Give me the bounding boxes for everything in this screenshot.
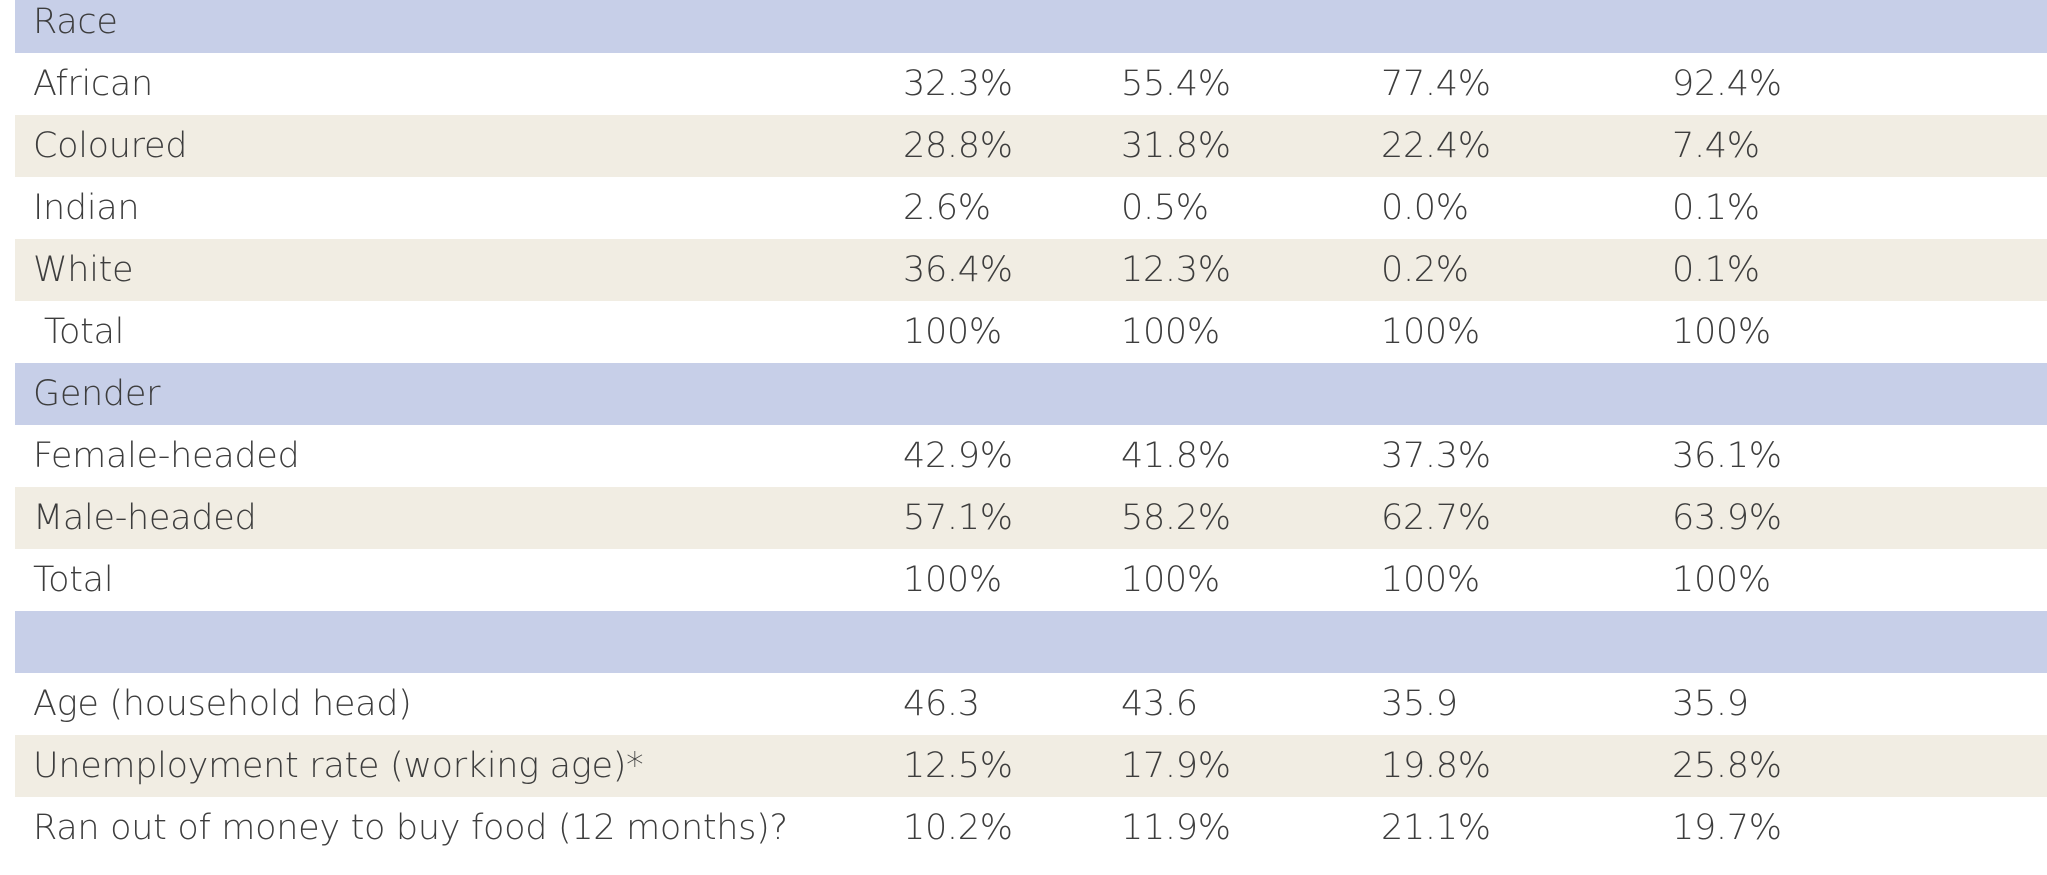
cell-col-4: 0.1%: [1672, 250, 1760, 290]
cell-col-2: 100%: [1121, 312, 1220, 352]
table-row-white: White 36.4% 12.3% 0.2% 0.1%: [15, 239, 2047, 301]
table-row-age: Age (household head) 46.3 43.6 35.9 35.9: [15, 673, 2047, 735]
cell-col-4: 92.4%: [1672, 64, 1782, 104]
cell-col-3: 100%: [1381, 312, 1480, 352]
cell-col-2: 43.6: [1121, 684, 1198, 724]
cell-col-3: 35.9: [1381, 684, 1458, 724]
row-label: Ran out of money to buy food (12 months)…: [33, 808, 788, 848]
table-row-indian: Indian 2.6% 0.5% 0.0% 0.1%: [15, 177, 2047, 239]
cell-col-3: 100%: [1381, 560, 1480, 600]
cell-col-1: 57.1%: [903, 498, 1013, 538]
cell-col-4: 100%: [1672, 312, 1771, 352]
cell-col-4: 25.8%: [1672, 746, 1782, 786]
row-label: Indian: [33, 188, 140, 228]
cell-col-2: 58.2%: [1121, 498, 1231, 538]
cell-col-4: 0.1%: [1672, 188, 1760, 228]
row-label: Female-headed: [33, 436, 300, 476]
row-label: Age (household head): [33, 684, 412, 724]
cell-col-2: 17.9%: [1121, 746, 1231, 786]
table-row-male-headed: Male-headed 57.1% 58.2% 62.7% 63.9%: [15, 487, 2047, 549]
cell-col-3: 21.1%: [1381, 808, 1491, 848]
cell-col-1: 2.6%: [903, 188, 991, 228]
cell-col-3: 22.4%: [1381, 126, 1491, 166]
cell-col-4: 36.1%: [1672, 436, 1782, 476]
cell-col-4: 100%: [1672, 560, 1771, 600]
row-label: Race: [33, 2, 118, 42]
cell-col-1: 32.3%: [903, 64, 1013, 104]
cell-col-4: 19.7%: [1672, 808, 1782, 848]
data-table: Race African 32.3% 55.4% 77.4% 92.4% Col…: [15, 0, 2047, 859]
cell-col-1: 12.5%: [903, 746, 1013, 786]
cell-col-1: 28.8%: [903, 126, 1013, 166]
cell-col-2: 41.8%: [1121, 436, 1231, 476]
section-header-gender: Gender: [15, 363, 2047, 425]
cell-col-2: 31.8%: [1121, 126, 1231, 166]
section-header-race: Race: [15, 0, 2047, 53]
cell-col-2: 11.9%: [1121, 808, 1231, 848]
table-row-gender-total: Total 100% 100% 100% 100%: [15, 549, 2047, 611]
cell-col-1: 100%: [903, 560, 1002, 600]
row-label: Unemployment rate (working age)*: [33, 746, 644, 786]
row-label: White: [33, 250, 134, 290]
cell-col-1: 42.9%: [903, 436, 1013, 476]
table-row-ran-out-of-money: Ran out of money to buy food (12 months)…: [15, 797, 2047, 859]
row-label: Male-headed: [33, 498, 257, 538]
cell-col-1: 10.2%: [903, 808, 1013, 848]
row-label: Total: [33, 312, 125, 352]
cell-col-4: 63.9%: [1672, 498, 1782, 538]
section-header-blank: [15, 611, 2047, 673]
cell-col-2: 55.4%: [1121, 64, 1231, 104]
row-label: African: [33, 64, 153, 104]
cell-col-2: 100%: [1121, 560, 1220, 600]
table-row-african: African 32.3% 55.4% 77.4% 92.4%: [15, 53, 2047, 115]
cell-col-3: 0.2%: [1381, 250, 1469, 290]
cell-col-3: 37.3%: [1381, 436, 1491, 476]
row-label: Total: [33, 560, 114, 600]
cell-col-1: 100%: [903, 312, 1002, 352]
cell-col-2: 12.3%: [1121, 250, 1231, 290]
cell-col-4: 35.9: [1672, 684, 1749, 724]
cell-col-4: 7.4%: [1672, 126, 1760, 166]
cell-col-3: 62.7%: [1381, 498, 1491, 538]
table-row-female-headed: Female-headed 42.9% 41.8% 37.3% 36.1%: [15, 425, 2047, 487]
table-row-unemployment: Unemployment rate (working age)* 12.5% 1…: [15, 735, 2047, 797]
cell-col-1: 46.3: [903, 684, 980, 724]
cell-col-3: 0.0%: [1381, 188, 1469, 228]
table-row-race-total: Total 100% 100% 100% 100%: [15, 301, 2047, 363]
row-label: Coloured: [33, 126, 188, 166]
row-label: Gender: [33, 374, 161, 414]
table-row-coloured: Coloured 28.8% 31.8% 22.4% 7.4%: [15, 115, 2047, 177]
cell-col-2: 0.5%: [1121, 188, 1209, 228]
cell-col-3: 77.4%: [1381, 64, 1491, 104]
cell-col-3: 19.8%: [1381, 746, 1491, 786]
cell-col-1: 36.4%: [903, 250, 1013, 290]
